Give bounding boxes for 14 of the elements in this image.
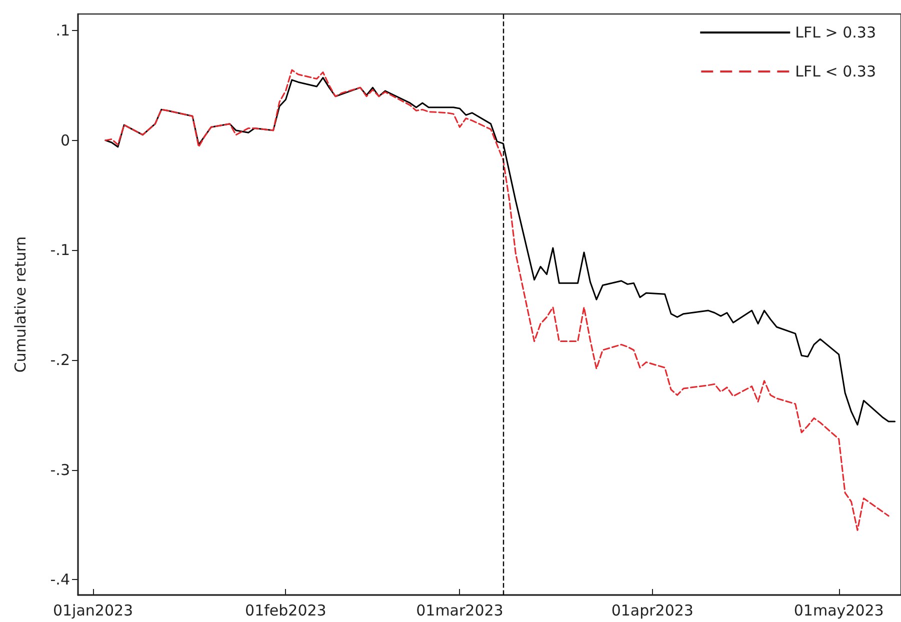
y-tick-label: .1 [56,21,70,40]
y-tick-label: -.3 [50,460,70,479]
x-tick-label: 01feb2023 [245,602,326,620]
y-axis-title: Cumulative return [12,236,30,373]
x-tick-label: 01jan2023 [52,602,134,620]
legend-label: LFL > 0.33 [795,24,876,42]
x-tick-label: 01apr2023 [611,602,694,620]
y-tick-label: -.2 [50,350,70,369]
legend-label: LFL < 0.33 [795,62,876,80]
y-tick-label: -.4 [50,570,70,589]
x-tick-label: 01may2023 [794,602,884,620]
x-tick-label: 01mar2023 [416,602,504,620]
y-tick-label: -.1 [50,241,70,260]
y-tick-label: 0 [60,131,70,150]
